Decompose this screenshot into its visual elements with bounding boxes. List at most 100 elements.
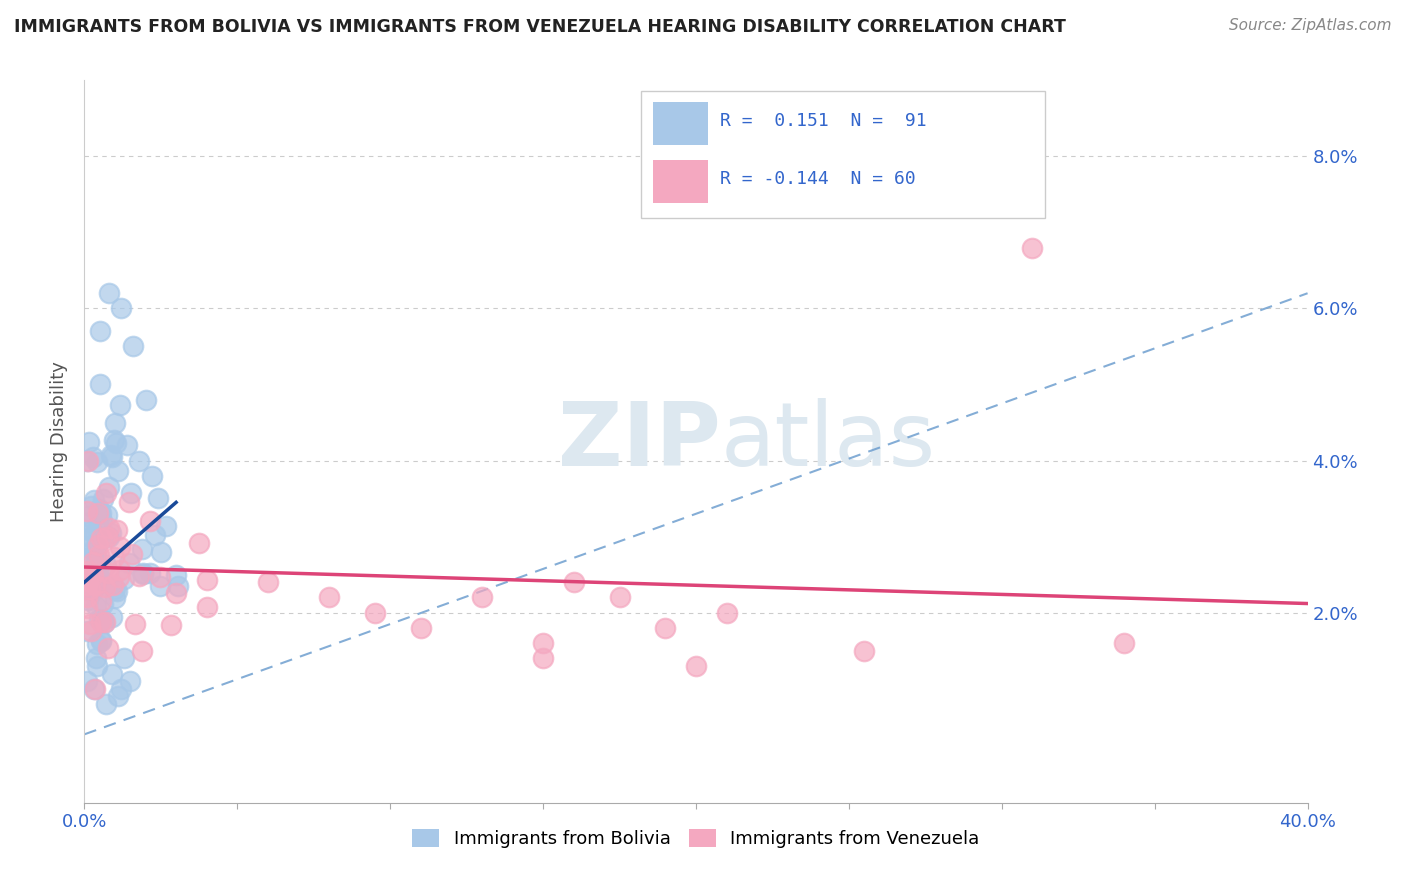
Point xyxy=(84,526,107,541)
Point xyxy=(76,592,98,607)
Point xyxy=(118,495,141,509)
Point xyxy=(82,567,104,582)
Point xyxy=(101,666,124,681)
Point xyxy=(87,532,110,546)
Point xyxy=(84,545,107,559)
Point xyxy=(89,324,111,338)
Point xyxy=(86,455,108,469)
Point xyxy=(96,508,118,522)
Point xyxy=(76,674,98,689)
Point xyxy=(82,543,104,558)
Point xyxy=(120,674,142,689)
Point xyxy=(76,540,98,554)
Point xyxy=(131,541,153,556)
Point xyxy=(108,540,131,554)
Point xyxy=(80,573,103,587)
Point xyxy=(79,617,101,632)
Point xyxy=(103,550,125,565)
Point xyxy=(149,579,172,593)
Point xyxy=(76,601,98,615)
Point xyxy=(101,577,124,591)
Point xyxy=(165,567,187,582)
Text: R =  0.151  N =  91: R = 0.151 N = 91 xyxy=(720,112,927,130)
Point xyxy=(853,643,876,657)
Point xyxy=(110,301,132,316)
Point xyxy=(257,575,280,590)
Point xyxy=(471,591,494,605)
Point xyxy=(80,624,103,638)
Point xyxy=(149,545,172,559)
Point xyxy=(187,535,209,549)
Point xyxy=(112,651,135,665)
Point xyxy=(77,434,100,449)
Point xyxy=(160,618,183,632)
Point xyxy=(1114,636,1136,650)
Point xyxy=(143,527,166,541)
Point xyxy=(86,659,108,673)
Point xyxy=(98,521,121,535)
Point xyxy=(96,558,118,572)
Point xyxy=(84,553,107,567)
Text: Source: ZipAtlas.com: Source: ZipAtlas.com xyxy=(1229,18,1392,33)
Point xyxy=(108,570,131,584)
Point xyxy=(86,637,108,651)
Point xyxy=(609,591,631,605)
Point xyxy=(89,533,111,547)
Point xyxy=(82,450,104,464)
Point xyxy=(716,606,738,620)
Point xyxy=(108,564,131,578)
Point xyxy=(87,611,110,625)
Point xyxy=(79,515,101,529)
Point xyxy=(654,621,676,635)
Text: IMMIGRANTS FROM BOLIVIA VS IMMIGRANTS FROM VENEZUELA HEARING DISABILITY CORRELAT: IMMIGRANTS FROM BOLIVIA VS IMMIGRANTS FR… xyxy=(14,18,1066,36)
Point xyxy=(131,644,153,658)
Point xyxy=(121,547,143,561)
Point xyxy=(87,538,110,552)
Point xyxy=(76,454,98,468)
Point xyxy=(139,514,162,528)
Point xyxy=(97,566,120,581)
Point xyxy=(91,573,114,587)
Point xyxy=(105,523,128,537)
Point xyxy=(101,450,124,464)
FancyBboxPatch shape xyxy=(641,91,1045,218)
FancyBboxPatch shape xyxy=(654,102,709,145)
Point xyxy=(94,486,117,500)
Point xyxy=(155,519,177,533)
Point xyxy=(83,492,105,507)
Point xyxy=(94,575,117,590)
Point xyxy=(90,634,112,648)
Point xyxy=(89,377,111,392)
Point xyxy=(97,530,120,544)
Point xyxy=(80,499,103,513)
Point xyxy=(128,569,150,583)
Point xyxy=(107,464,129,478)
Point xyxy=(82,584,104,599)
Point xyxy=(139,566,162,580)
Point xyxy=(685,659,707,673)
Point xyxy=(77,574,100,588)
Point xyxy=(87,559,110,574)
Point xyxy=(84,578,107,592)
Point xyxy=(76,577,98,591)
Point xyxy=(110,681,132,696)
Point xyxy=(531,636,554,650)
Point xyxy=(118,556,141,570)
Point xyxy=(132,566,155,580)
Legend: Immigrants from Bolivia, Immigrants from Venezuela: Immigrants from Bolivia, Immigrants from… xyxy=(405,822,987,855)
Point xyxy=(86,506,108,520)
Point xyxy=(409,621,432,635)
Point xyxy=(195,600,218,615)
Point xyxy=(100,525,122,540)
Point xyxy=(146,491,169,506)
Point xyxy=(166,579,188,593)
Point xyxy=(107,690,129,704)
Point xyxy=(128,453,150,467)
Point xyxy=(91,597,114,611)
Point xyxy=(112,572,135,586)
Point xyxy=(94,615,117,630)
Point xyxy=(79,582,101,596)
Point xyxy=(1021,241,1043,255)
Point xyxy=(149,570,172,584)
Point xyxy=(94,697,117,711)
